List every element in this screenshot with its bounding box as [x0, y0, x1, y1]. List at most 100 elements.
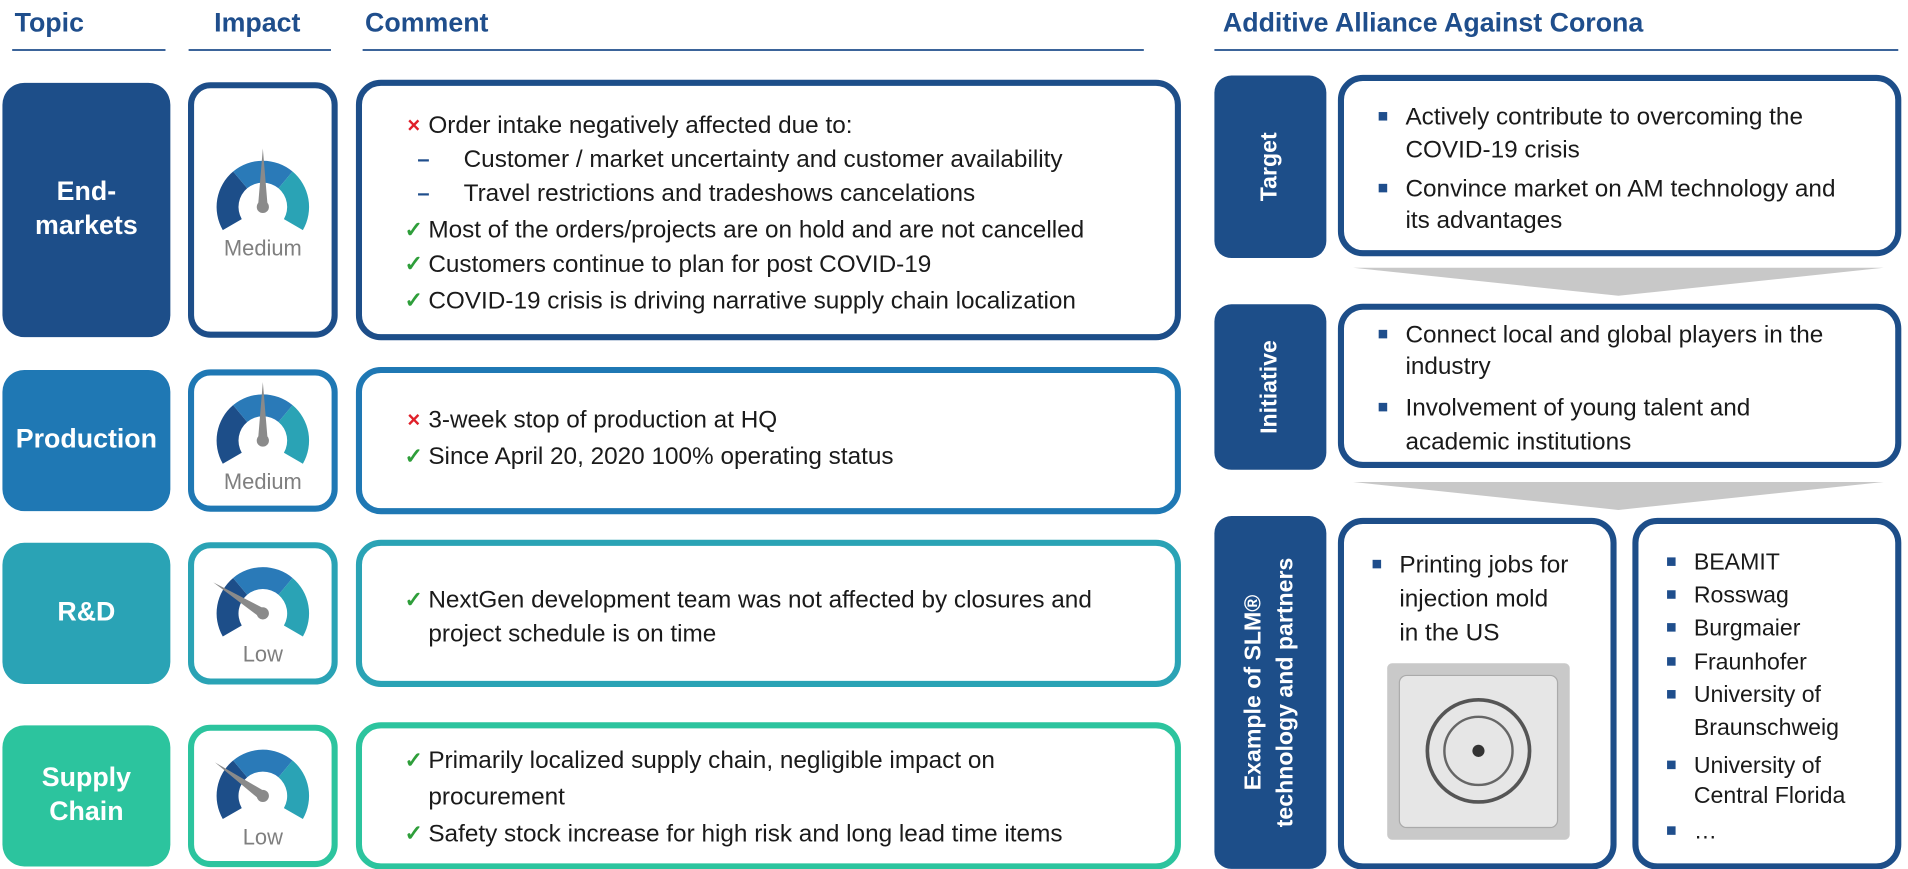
bullet-marker: × — [407, 112, 420, 137]
bullet-marker: ✓ — [405, 587, 423, 612]
section-label-box — [1214, 304, 1327, 470]
gauge-hub — [256, 607, 269, 620]
gauge-needle — [213, 582, 266, 618]
bullet-text: injection mold — [1399, 585, 1548, 612]
bullet-square — [1667, 826, 1676, 835]
comment-box — [355, 539, 1181, 687]
gauge-segment — [233, 749, 293, 778]
topic-box — [2, 370, 171, 512]
bullet-marker: ✓ — [405, 288, 423, 313]
gauge-hub — [256, 789, 269, 802]
bullet-square — [1667, 690, 1676, 699]
impact-label: Low — [243, 824, 283, 849]
bullet-text: Connect local and global players in the — [1405, 321, 1823, 348]
gauge-hub — [256, 434, 269, 447]
bullet-text: University of — [1694, 752, 1822, 778]
comment-box — [355, 366, 1181, 515]
bullet-text: University of — [1694, 681, 1822, 707]
bullet-text: Central Florida — [1694, 782, 1846, 808]
bullet-text: in the US — [1399, 619, 1499, 646]
bullet-text: COVID-19 crisis — [1405, 136, 1579, 163]
bullet-square — [1667, 590, 1676, 599]
bullet-text: Printing jobs for — [1399, 551, 1568, 578]
comment-text: Order intake negatively affected due to: — [428, 112, 852, 139]
gauge-hub — [256, 200, 269, 214]
gauge-segment — [233, 567, 293, 595]
bullet-text: Actively contribute to overcoming the — [1405, 104, 1803, 131]
topic-box — [2, 542, 171, 684]
gauge-segment — [278, 577, 310, 637]
section-label-box — [1214, 75, 1327, 259]
gauge-segment — [216, 577, 248, 637]
impact-label: Low — [243, 642, 283, 667]
bullet-marker: ✓ — [405, 821, 423, 846]
comment-text: procurement — [428, 784, 565, 811]
hole — [1472, 744, 1485, 757]
comment-text: Safety stock increase for high risk and … — [428, 820, 1062, 847]
bullet-square — [1667, 657, 1676, 666]
bullet-text: BEAMIT — [1694, 549, 1780, 575]
comment-text: COVID-19 crisis is driving narrative sup… — [428, 287, 1076, 314]
section-box — [1337, 303, 1902, 468]
topic-box — [2, 82, 171, 338]
gauge-segment — [216, 760, 248, 820]
gauge-segment — [216, 171, 248, 231]
gauge-segment — [278, 405, 310, 464]
bullet-text: Burgmaier — [1694, 614, 1801, 640]
topic-label: Production — [16, 424, 157, 454]
gauge-segment — [278, 760, 310, 820]
comment-text: Primarily localized supply chain, neglig… — [428, 747, 995, 774]
topic-box — [2, 725, 171, 867]
bullet-square — [1667, 760, 1676, 770]
bullet-text: industry — [1405, 353, 1491, 380]
topic-label: R&D — [57, 596, 115, 626]
bullet-marker: ✓ — [405, 251, 423, 276]
comment-text: NextGen development team was not affecte… — [428, 587, 1092, 614]
bullet-marker: – — [417, 146, 429, 171]
bullet-square — [1378, 402, 1388, 412]
section-box — [1337, 74, 1902, 257]
bullet-square — [1378, 183, 1388, 193]
impact-label: Medium — [224, 469, 302, 494]
topic-label: Chain — [49, 796, 123, 826]
bullet-text: … — [1694, 818, 1717, 844]
bullet-marker: – — [417, 181, 429, 206]
comment-box — [355, 722, 1181, 869]
section-label: Target — [1255, 132, 1281, 201]
comment-text: Customers continue to plan for post COVI… — [428, 251, 931, 278]
comment-text: Since April 20, 2020 100% operating stat… — [428, 443, 893, 470]
alliance-header: Additive Alliance Against Corona — [1223, 8, 1644, 38]
section-box — [1337, 517, 1617, 869]
comment-text: 3-week stop of production at HQ — [428, 407, 777, 434]
bullet-text: Involvement of young talent and — [1405, 394, 1750, 421]
comment-text: Travel restrictions and tradeshows cance… — [464, 180, 976, 207]
bullet-marker: ✓ — [405, 748, 423, 773]
section-label: Initiative — [1255, 340, 1281, 434]
flow-arrow — [1353, 267, 1884, 296]
bullet-text: its advantages — [1405, 207, 1562, 234]
comment-header: Comment — [365, 8, 489, 38]
gauge-segment — [216, 405, 248, 464]
gauge-needle — [257, 382, 268, 441]
topic-header: Topic — [15, 8, 84, 38]
groove — [1443, 715, 1514, 787]
part-photo — [1387, 663, 1570, 840]
bullet-square — [1378, 112, 1388, 121]
topic-label: End- — [57, 176, 116, 206]
comment-text: Customer / market uncertainty and custom… — [464, 146, 1064, 173]
gauge-segment — [278, 171, 310, 231]
section-label: Example of SLM® — [1240, 595, 1266, 791]
flow-arrow — [1353, 481, 1884, 510]
impact-label: Medium — [224, 235, 302, 260]
comment-box — [355, 79, 1181, 341]
topic-label: Supply — [42, 762, 131, 792]
comment-text: Most of the orders/projects are on hold … — [428, 217, 1084, 244]
topic-label: markets — [35, 210, 138, 240]
bullet-square — [1667, 557, 1676, 566]
bullet-text: Rosswag — [1694, 581, 1789, 607]
bullet-square — [1378, 329, 1388, 339]
groove — [1425, 697, 1532, 804]
impact-header: Impact — [214, 8, 300, 38]
